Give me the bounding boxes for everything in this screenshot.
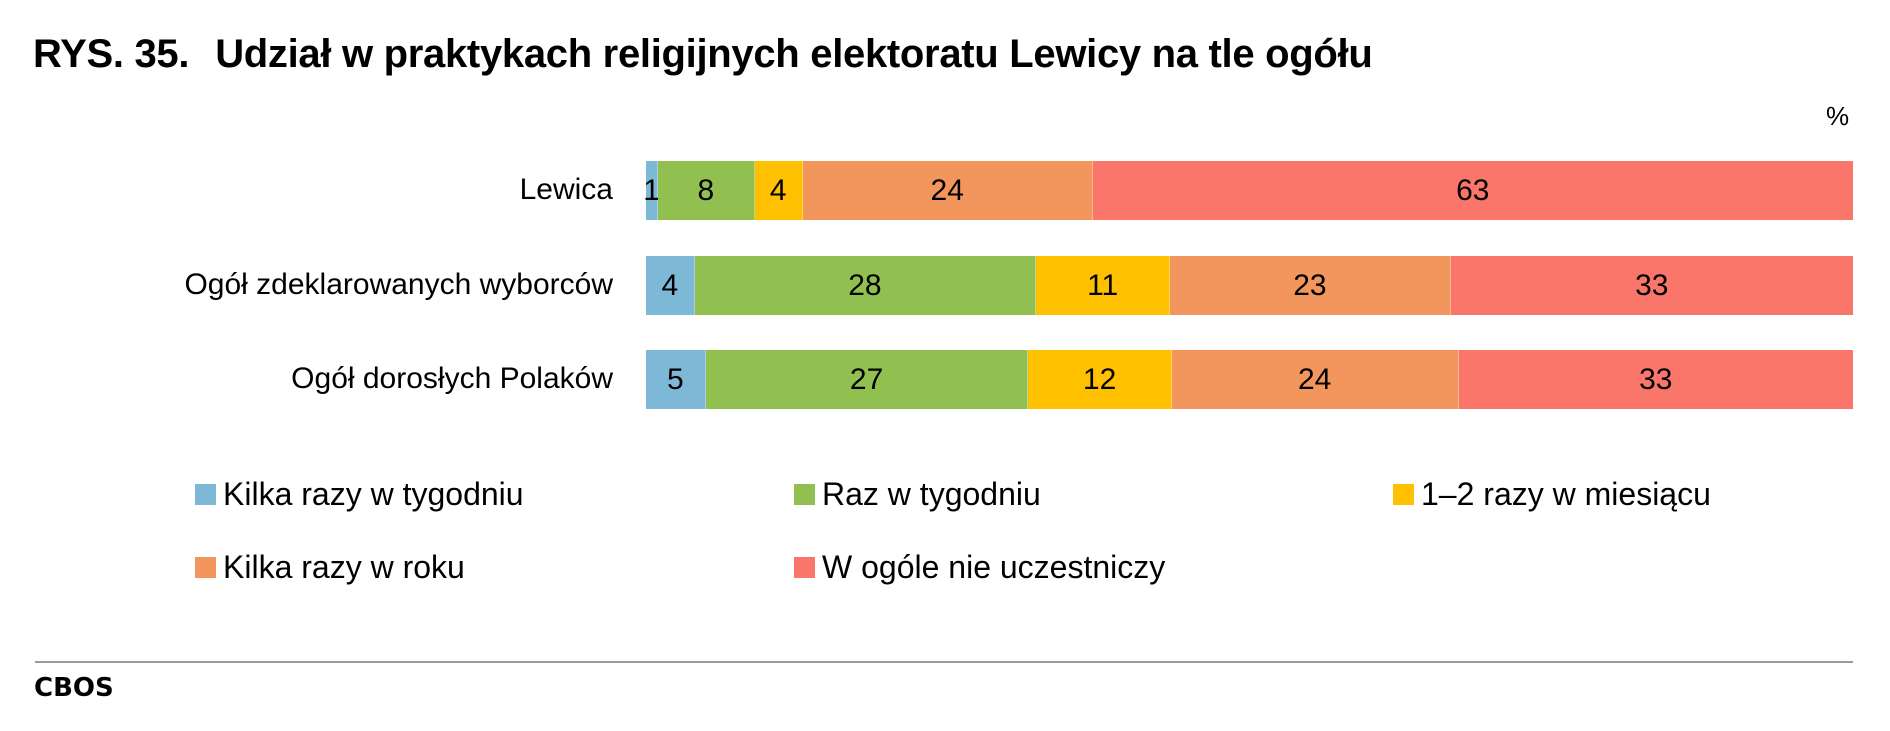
bar-ogol-wyborcow: 4 28 11 23 33 <box>646 256 1853 315</box>
legend-swatch <box>1393 483 1414 505</box>
figure-number: RYS. 35. <box>33 32 190 76</box>
legend-swatch <box>794 483 815 505</box>
segment-w-ogole-nie-uczestniczy: 33 <box>1458 350 1853 409</box>
legend-item-kilka-razy-w-tygodniu: Kilka razy w tygodniu <box>195 474 524 514</box>
unit-label: % <box>1826 101 1850 131</box>
legend-item-kilka-razy-w-roku: Kilka razy w roku <box>195 547 465 587</box>
segment-kilka-razy-w-tygodniu: 4 <box>646 256 695 315</box>
legend-item-1-2-razy-w-miesiacu: 1–2 razy w miesiącu <box>1393 474 1711 514</box>
segment-1-2-razy-w-miesiacu: 12 <box>1028 350 1172 409</box>
row-label-ogol-polakow: Ogół dorosłych Polaków <box>291 362 613 395</box>
bar-ogol-polakow: 5 27 12 24 33 <box>646 350 1853 409</box>
legend-label: 1–2 razy w miesiącu <box>1421 476 1711 512</box>
legend-label: Kilka razy w roku <box>223 549 465 585</box>
row-label-ogol-wyborcow: Ogół zdeklarowanych wyborców <box>184 268 613 301</box>
segment-raz-w-tygodniu: 8 <box>658 161 755 220</box>
source-label: CBOS <box>34 673 114 703</box>
legend-swatch <box>794 556 815 578</box>
segment-1-2-razy-w-miesiacu: 4 <box>754 161 803 220</box>
segment-w-ogole-nie-uczestniczy: 33 <box>1450 256 1853 315</box>
legend-swatch <box>195 483 216 505</box>
segment-kilka-razy-w-roku: 24 <box>1171 350 1459 409</box>
segment-kilka-razy-w-tygodniu: 5 <box>646 350 706 409</box>
footer-divider <box>35 661 1853 663</box>
segment-kilka-razy-w-roku: 23 <box>1170 256 1451 315</box>
segment-kilka-razy-w-roku: 24 <box>802 161 1093 220</box>
row-label-lewica: Lewica <box>519 173 613 206</box>
figure-title-text: Udział w praktykach religijnych elektora… <box>215 32 1373 76</box>
legend-swatch <box>195 556 216 578</box>
segment-kilka-razy-w-tygodniu: 1 <box>643 161 660 220</box>
chart-title: RYS. 35. Udział w praktykach religijnych … <box>33 28 1373 80</box>
legend-item-w-ogole-nie-uczestniczy: W ogóle nie uczestniczy <box>794 547 1165 587</box>
legend-label: W ogóle nie uczestniczy <box>822 549 1166 585</box>
legend-label: Kilka razy w tygodniu <box>223 476 524 512</box>
legend-item-raz-w-tygodniu: Raz w tygodniu <box>794 474 1041 514</box>
segment-raz-w-tygodniu: 28 <box>694 256 1037 315</box>
segment-raz-w-tygodniu: 27 <box>705 350 1029 409</box>
legend-label: Raz w tygodniu <box>822 476 1041 512</box>
segment-w-ogole-nie-uczestniczy: 63 <box>1092 161 1853 220</box>
segment-1-2-razy-w-miesiacu: 11 <box>1036 256 1171 315</box>
bar-lewica: 1 8 4 24 63 <box>643 161 1853 220</box>
